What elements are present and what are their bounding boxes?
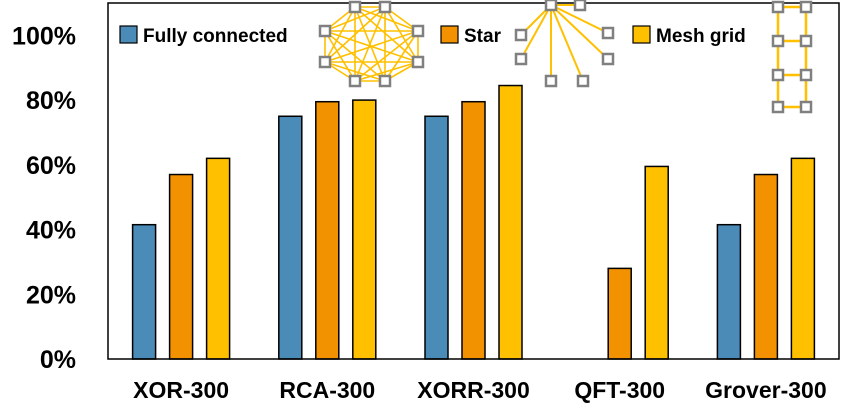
bar-mesh-grid [352,99,377,360]
topology-edge [550,4,584,82]
topology-node [318,24,332,38]
legend: Fully connected Star Mesh grid [119,25,746,47]
topology-node [378,0,392,14]
star-topology-icon [514,0,615,88]
topology-node [318,55,332,69]
topology-node [601,52,615,66]
bar-star [168,173,194,360]
topology-edge [324,6,386,63]
topology-node [348,74,362,88]
x-category-label: XORR-300 [417,377,529,403]
bar-mesh-grid [644,165,669,360]
topology-edge [550,4,609,60]
y-axis-ticks: 0% 20% 40% 60% 80% 100% [12,22,76,374]
topology-icons [318,0,813,114]
y-tick-label: 0% [40,346,76,374]
bar-fully-connected [278,115,303,360]
topology-edge [324,30,356,82]
topology-node [544,74,558,88]
legend-swatch [440,25,459,44]
y-tick-label: 100% [12,22,76,50]
topology-edge [354,6,419,32]
mesh-grid-topology-icon [771,0,813,114]
topology-node [799,68,813,82]
topology-node [799,100,813,114]
y-tick-label: 80% [26,87,76,115]
topology-node [601,26,615,40]
x-category-label: QFT-300 [574,377,665,403]
y-tick-label: 40% [26,217,76,245]
topology-edge [384,6,419,63]
bar-fully-connected [716,223,742,360]
y-tick-label: 20% [26,281,76,309]
topology-node [771,100,785,114]
topology-node [771,34,785,48]
legend-swatch [119,25,138,44]
topology-node [514,52,528,66]
topology-node [544,0,558,12]
bar-star [461,100,486,360]
plot-frame [107,2,840,360]
topology-node [411,24,425,38]
topology-edge [354,6,386,82]
topology-edge [520,4,552,60]
topology-node [799,34,813,48]
y-tick-label: 60% [26,152,76,180]
fully-connected-topology-icon [318,0,425,88]
bar-star [753,173,779,360]
x-category-label: XOR-300 [133,377,229,403]
bar-mesh-grid [498,84,523,360]
topology-edge [324,6,386,32]
x-category-label: RCA-300 [279,377,375,403]
topology-edge [324,30,386,82]
topology-node [411,55,425,69]
topology-edge [354,30,419,82]
topology-node [576,74,590,88]
topology-node [514,28,528,42]
topology-edge [354,6,419,63]
bar-star [315,100,340,360]
legend-label: Star [464,26,502,47]
bar-mesh-grid [790,157,816,360]
legend-label: Mesh grid [656,26,746,47]
topology-edge [550,4,609,34]
topology-edge [324,6,356,63]
topology-edge [324,30,419,63]
legend-label: Fully connected [143,26,288,47]
bar-star [607,267,632,360]
topology-node [771,0,785,14]
topology-node [799,0,813,14]
legend-swatch [632,25,651,44]
topology-node [378,74,392,88]
bar-fully-connected [424,115,449,360]
x-category-label: Grover-300 [705,377,826,403]
topology-edge [324,61,386,82]
bars [131,84,816,360]
topology-node [573,0,587,12]
category-labels: XOR-300 RCA-300 XORR-300 QFT-300 Grover-300 [133,377,826,403]
topology-node [348,0,362,14]
topology-node [771,68,785,82]
topology-edge [354,61,419,82]
bar-fully-connected [131,223,157,360]
bar-mesh-grid [205,157,231,360]
